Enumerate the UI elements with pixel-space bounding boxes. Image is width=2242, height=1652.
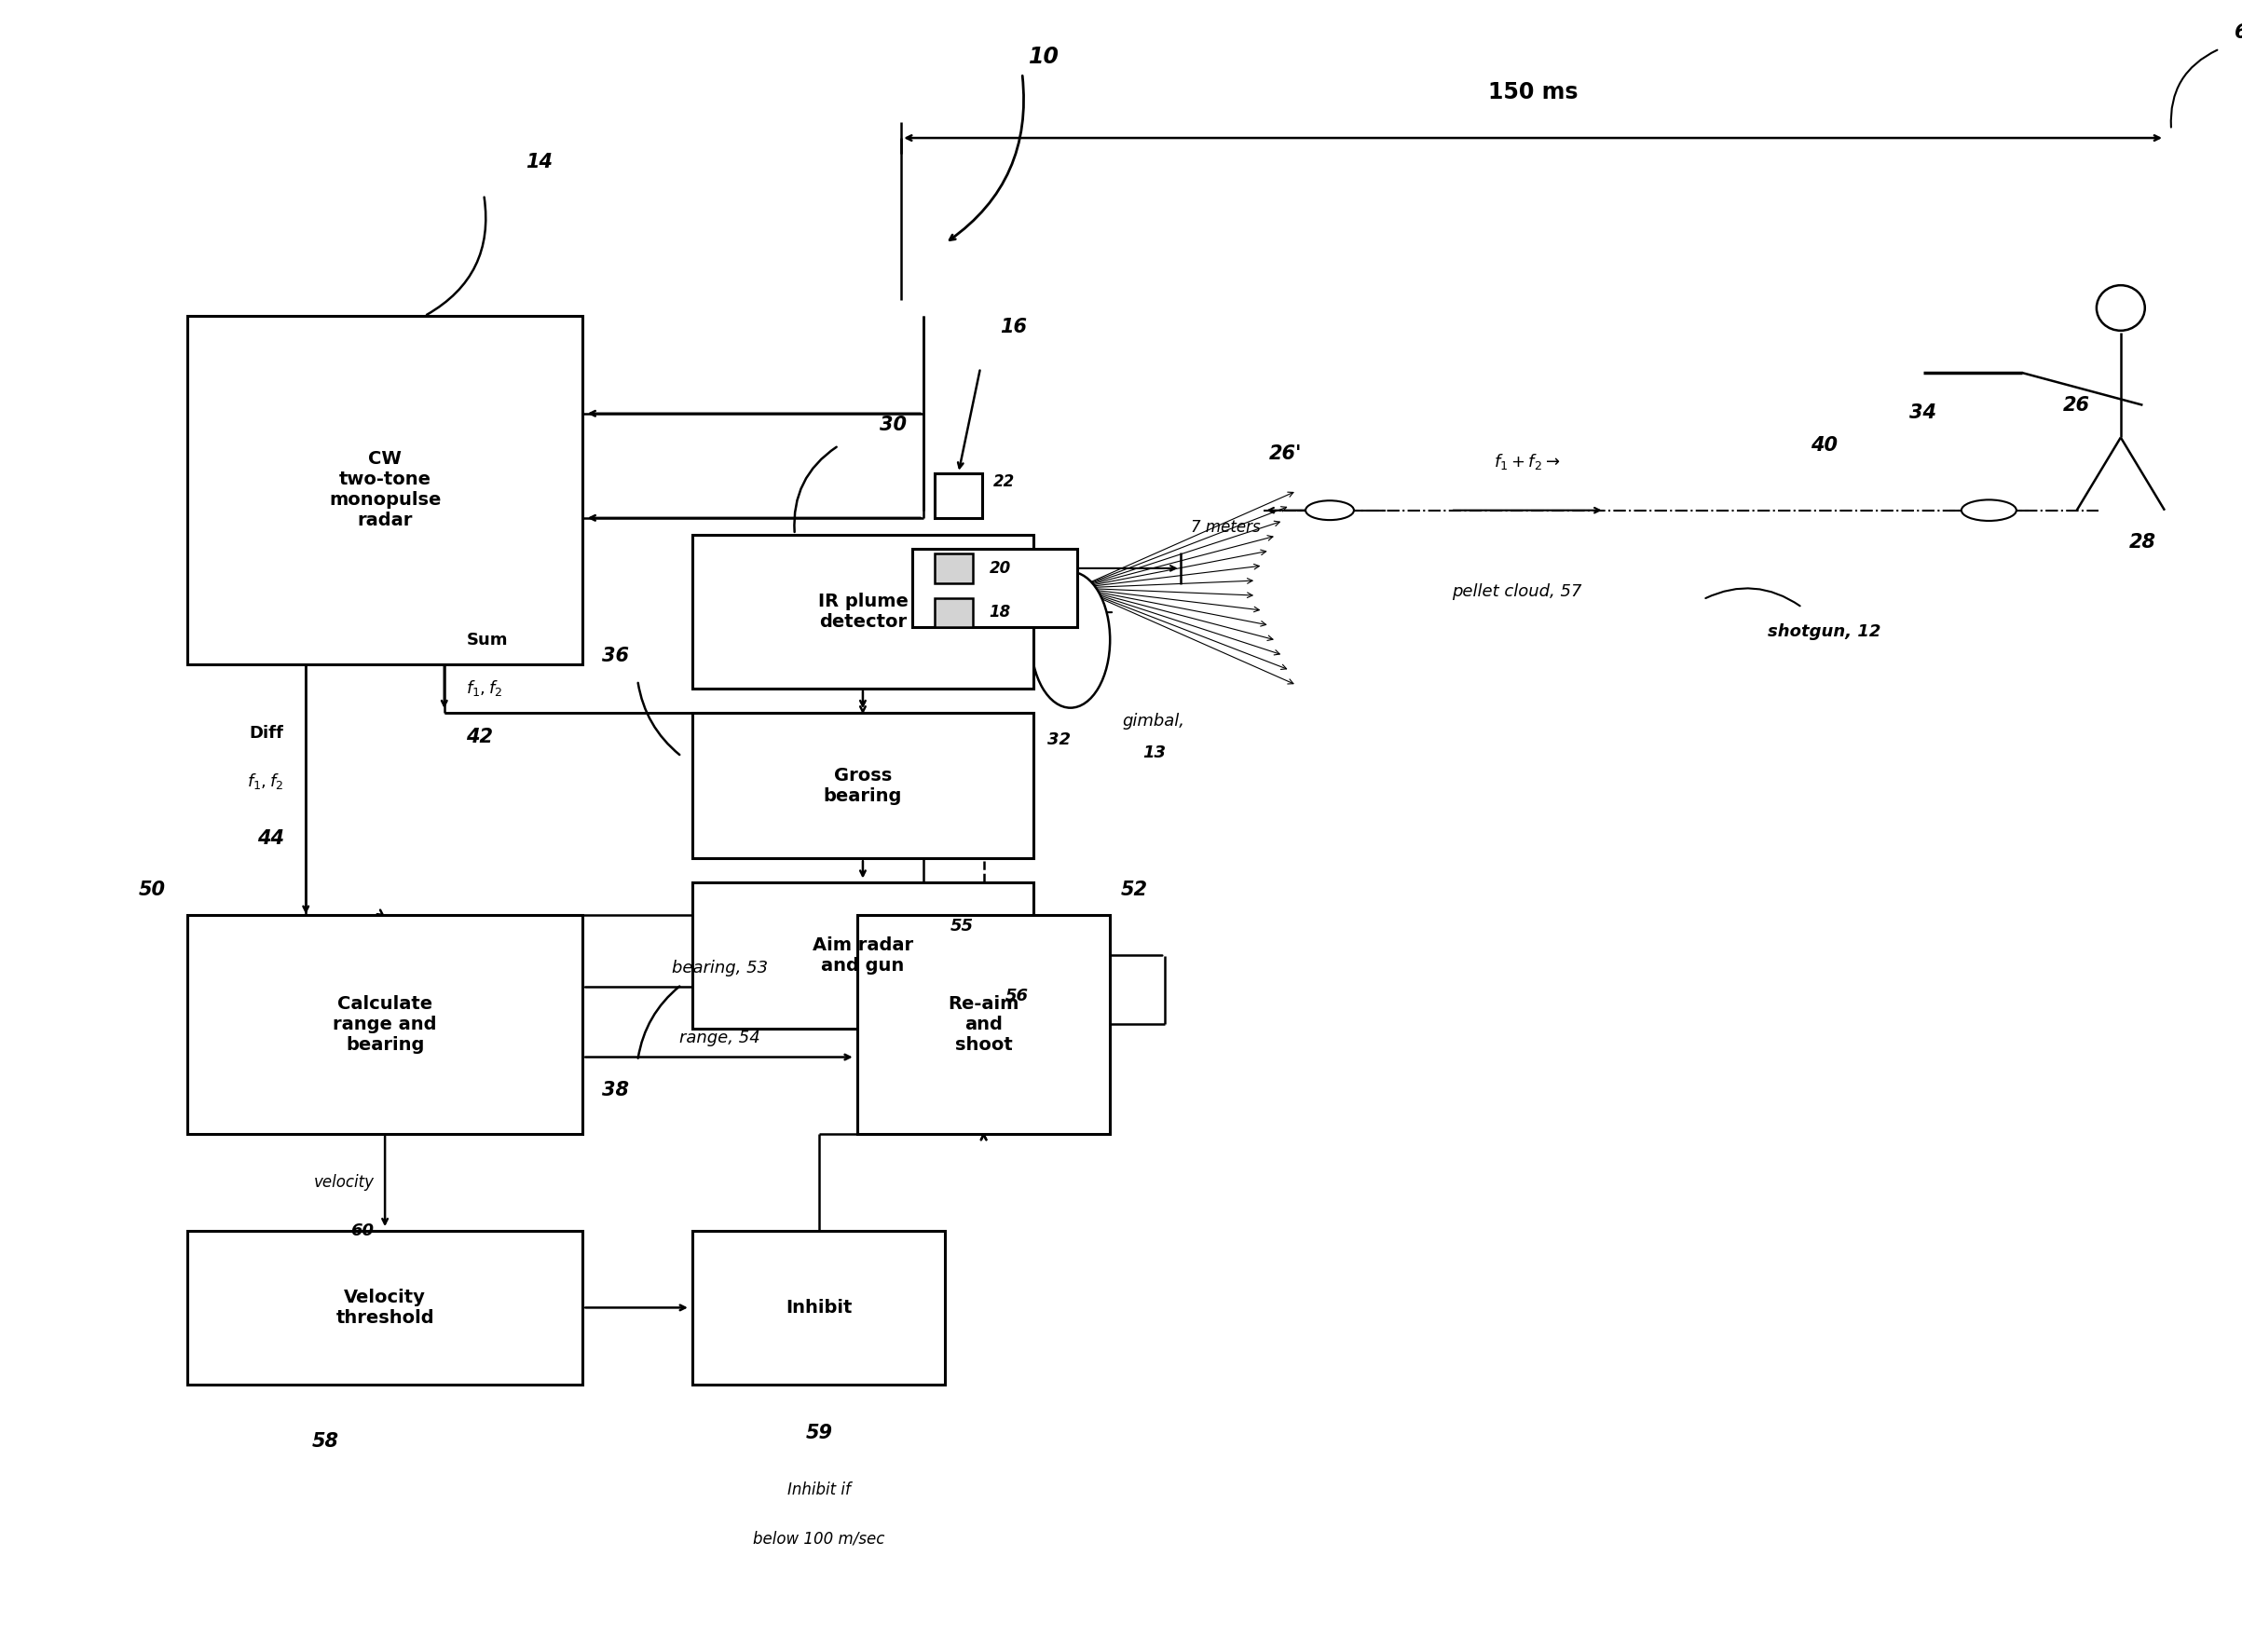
- Text: Inhibit if: Inhibit if: [787, 1482, 850, 1498]
- Text: 16: 16: [1000, 319, 1027, 337]
- Text: Calculate
range and
bearing: Calculate range and bearing: [334, 995, 437, 1054]
- FancyBboxPatch shape: [188, 1231, 583, 1384]
- Ellipse shape: [1031, 572, 1110, 707]
- Ellipse shape: [2096, 286, 2146, 330]
- Text: 44: 44: [258, 829, 285, 847]
- Text: Inhibit: Inhibit: [785, 1298, 852, 1317]
- FancyBboxPatch shape: [935, 472, 982, 519]
- Text: $f_1, f_2$: $f_1, f_2$: [466, 679, 502, 699]
- Text: gimbal,: gimbal,: [1123, 712, 1186, 729]
- Text: shotgun, 12: shotgun, 12: [1767, 623, 1881, 639]
- FancyBboxPatch shape: [935, 598, 973, 626]
- Text: 34: 34: [1910, 403, 1937, 423]
- FancyBboxPatch shape: [856, 915, 1110, 1133]
- Text: range, 54: range, 54: [679, 1029, 760, 1046]
- Text: 55: 55: [951, 919, 973, 935]
- Text: $f_1, f_2$: $f_1, f_2$: [247, 771, 285, 791]
- FancyBboxPatch shape: [693, 1231, 946, 1384]
- FancyBboxPatch shape: [935, 553, 973, 583]
- Ellipse shape: [1305, 501, 1354, 520]
- Text: 62: 62: [2235, 23, 2242, 41]
- FancyBboxPatch shape: [188, 316, 583, 664]
- Text: 52: 52: [1121, 881, 1148, 899]
- Text: 7 meters: 7 meters: [1191, 519, 1260, 537]
- Text: Diff: Diff: [249, 725, 285, 742]
- Text: 26': 26': [1269, 444, 1303, 463]
- Text: pellet cloud, 57: pellet cloud, 57: [1451, 583, 1581, 600]
- Text: 40: 40: [1812, 436, 1838, 454]
- Text: CW
two-tone
monopulse
radar: CW two-tone monopulse radar: [330, 451, 442, 530]
- Text: $f_1 + f_2 \rightarrow$: $f_1 + f_2 \rightarrow$: [1493, 453, 1560, 471]
- Text: 18: 18: [989, 605, 1011, 621]
- Text: velocity: velocity: [314, 1175, 374, 1191]
- Text: 32: 32: [1047, 732, 1072, 748]
- Text: 26: 26: [2063, 396, 2090, 415]
- Text: Velocity
threshold: Velocity threshold: [336, 1289, 435, 1327]
- Text: 30: 30: [881, 415, 908, 434]
- Text: 42: 42: [466, 727, 493, 747]
- Text: 13: 13: [1143, 745, 1166, 762]
- FancyBboxPatch shape: [693, 882, 1034, 1028]
- Text: 58: 58: [312, 1432, 339, 1450]
- Text: 36: 36: [603, 646, 630, 666]
- Text: 22: 22: [993, 474, 1016, 491]
- FancyBboxPatch shape: [188, 915, 583, 1133]
- Text: bearing, 53: bearing, 53: [673, 960, 769, 976]
- Text: 28: 28: [2130, 534, 2157, 552]
- Text: 50: 50: [139, 881, 166, 899]
- Text: Gross
bearing: Gross bearing: [823, 767, 901, 805]
- Ellipse shape: [1962, 501, 2016, 520]
- FancyBboxPatch shape: [693, 712, 1034, 859]
- Text: 20: 20: [989, 560, 1011, 577]
- Text: IR plume
detector: IR plume detector: [818, 593, 908, 631]
- Text: Sum: Sum: [466, 631, 507, 648]
- Text: 150 ms: 150 ms: [1489, 81, 1578, 104]
- Text: 38: 38: [603, 1080, 630, 1099]
- Text: 60: 60: [350, 1222, 374, 1239]
- Text: 14: 14: [525, 154, 552, 172]
- Text: 59: 59: [805, 1424, 832, 1442]
- Text: Re-aim
and
shoot: Re-aim and shoot: [948, 995, 1020, 1054]
- Text: below 100 m/sec: below 100 m/sec: [753, 1530, 886, 1546]
- Text: 56: 56: [1007, 988, 1029, 1004]
- Text: Aim radar
and gun: Aim radar and gun: [812, 937, 912, 975]
- FancyBboxPatch shape: [912, 548, 1076, 626]
- Text: 10: 10: [1029, 46, 1060, 68]
- FancyBboxPatch shape: [693, 535, 1034, 689]
